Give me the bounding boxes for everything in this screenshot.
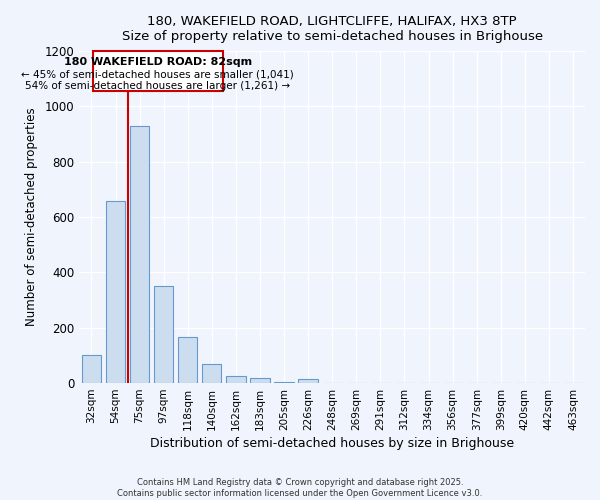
FancyBboxPatch shape: [92, 51, 223, 91]
Text: Contains HM Land Registry data © Crown copyright and database right 2025.
Contai: Contains HM Land Registry data © Crown c…: [118, 478, 482, 498]
Bar: [226, 376, 245, 383]
Bar: [250, 378, 269, 383]
Bar: [178, 338, 197, 383]
X-axis label: Distribution of semi-detached houses by size in Brighouse: Distribution of semi-detached houses by …: [150, 437, 514, 450]
Y-axis label: Number of semi-detached properties: Number of semi-detached properties: [25, 108, 38, 326]
Bar: [106, 201, 125, 383]
Title: 180, WAKEFIELD ROAD, LIGHTCLIFFE, HALIFAX, HX3 8TP
Size of property relative to : 180, WAKEFIELD ROAD, LIGHTCLIFFE, HALIFA…: [122, 15, 543, 43]
Bar: [154, 286, 173, 383]
Text: ← 45% of semi-detached houses are smaller (1,041): ← 45% of semi-detached houses are smalle…: [21, 70, 294, 80]
Bar: [82, 355, 101, 383]
Bar: [130, 126, 149, 383]
Bar: [274, 382, 293, 383]
Bar: [202, 364, 221, 383]
Bar: [298, 379, 318, 383]
Text: 180 WAKEFIELD ROAD: 82sqm: 180 WAKEFIELD ROAD: 82sqm: [64, 57, 252, 67]
Text: 54% of semi-detached houses are larger (1,261) →: 54% of semi-detached houses are larger (…: [25, 81, 290, 91]
